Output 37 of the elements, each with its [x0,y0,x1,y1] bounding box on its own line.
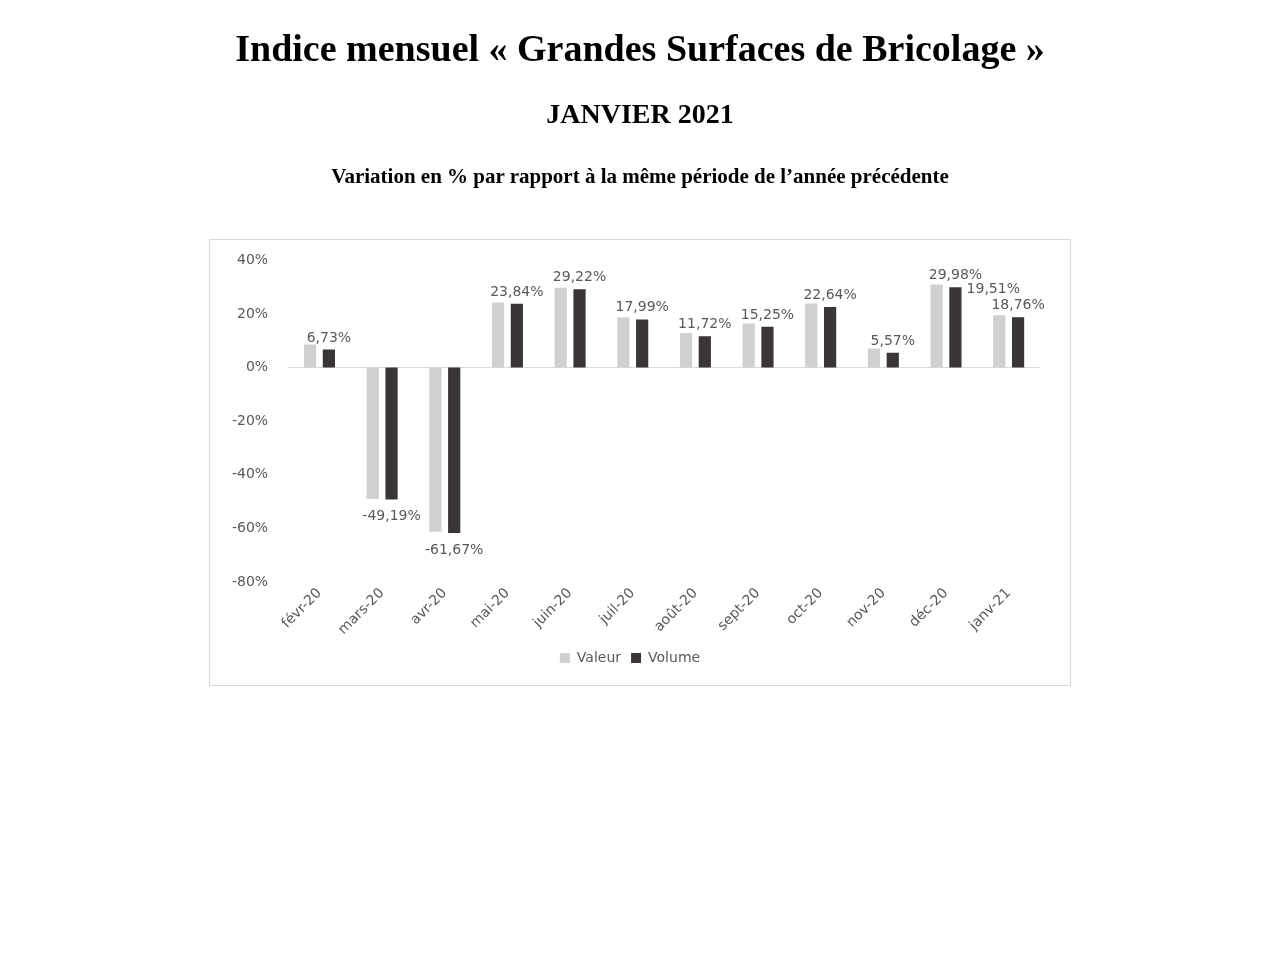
data-label: 17,99% [615,298,669,315]
chart-subtitle: JANVIER 2021 [545,98,735,130]
bar [1011,317,1025,368]
bar [448,367,461,533]
bar [824,306,837,368]
legend-label: Valeur [576,648,622,665]
bar [510,303,523,368]
data-label: 5,57% [870,331,916,348]
legend-label: Volume [648,648,701,665]
y-tick-label: -60% [232,519,269,536]
y-tick-label: -80% [232,572,269,589]
data-label: 18,76% [991,296,1045,313]
y-tick-label: -40% [232,465,269,482]
chart-title: Indice mensuel « Grandes Surfaces de Bricolage » [234,26,1046,71]
bar [886,352,899,368]
data-label: -49,19% [362,507,421,524]
data-label: 29,98% [928,266,983,283]
data-label: 29,22% [552,268,607,285]
bar [698,336,711,368]
bar [949,287,962,368]
y-tick-label: 40% [237,251,269,268]
data-label: -61,67% [424,540,484,557]
data-label: 6,73% [306,328,352,345]
bar [636,319,649,368]
y-tick-label: 20% [237,304,269,321]
data-label: 19,51% [966,280,1020,297]
y-tick-label: -20% [232,411,269,428]
data-label: 23,84% [490,282,544,299]
data-label: 22,64% [803,285,857,302]
data-label: 15,25% [740,305,795,322]
y-tick-label: 0% [245,358,269,375]
bar [322,349,335,368]
bar [761,326,774,368]
bar [573,289,586,368]
text: Variation en % par rapport à la même période de l’année précédente [330,164,950,189]
bar [385,367,398,500]
data-label: 11,72% [678,315,732,332]
